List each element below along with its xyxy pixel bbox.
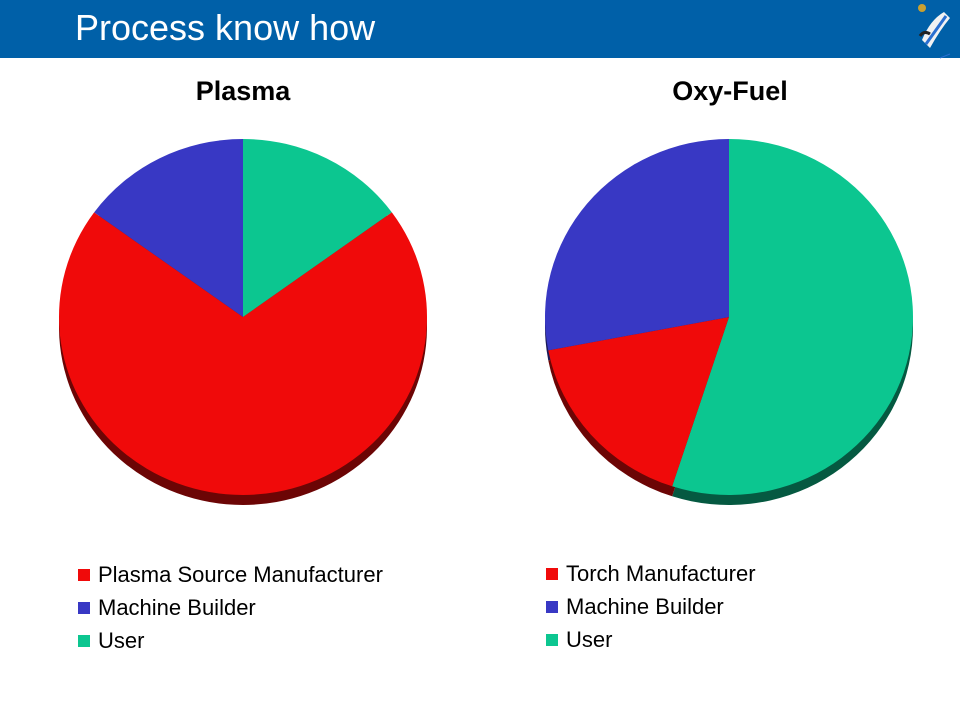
blue-swatch-icon xyxy=(546,600,558,613)
pie-slice xyxy=(545,139,729,351)
pie-slice xyxy=(548,317,729,487)
green-swatch-icon xyxy=(78,634,90,647)
red-swatch-icon xyxy=(546,567,558,580)
oxyfuel-chart-title: Oxy-Fuel xyxy=(672,76,788,106)
pie-slice xyxy=(243,139,392,317)
plasma-pie-chart xyxy=(59,139,428,506)
oxyfuel-pie-chart xyxy=(545,139,913,505)
welding-robot-logo-icon xyxy=(900,0,960,59)
pie-slice xyxy=(672,139,913,495)
legend-item-torch-manufacturer: Torch Manufacturer xyxy=(546,557,756,590)
legend-item-user: User xyxy=(546,623,756,656)
blue-swatch-icon xyxy=(78,601,90,614)
green-swatch-icon xyxy=(546,633,558,646)
header-bar: Process know how xyxy=(0,0,960,59)
legend-item-plasma-source-manufacturer: Plasma Source Manufacturer xyxy=(78,558,383,591)
plasma-legend: Plasma Source Manufacturer Machine Build… xyxy=(78,558,383,657)
legend-item-machine-builder: Machine Builder xyxy=(546,590,756,623)
red-swatch-icon xyxy=(78,568,90,581)
plasma-chart-title: Plasma xyxy=(195,76,291,106)
legend-item-machine-builder: Machine Builder xyxy=(78,591,383,624)
pie-slice xyxy=(59,212,428,496)
legend-item-user: User xyxy=(78,624,383,657)
oxyfuel-legend: Torch Manufacturer Machine Builder User xyxy=(546,557,756,656)
pie-slice xyxy=(94,139,243,317)
page-title: Process know how xyxy=(75,7,376,48)
